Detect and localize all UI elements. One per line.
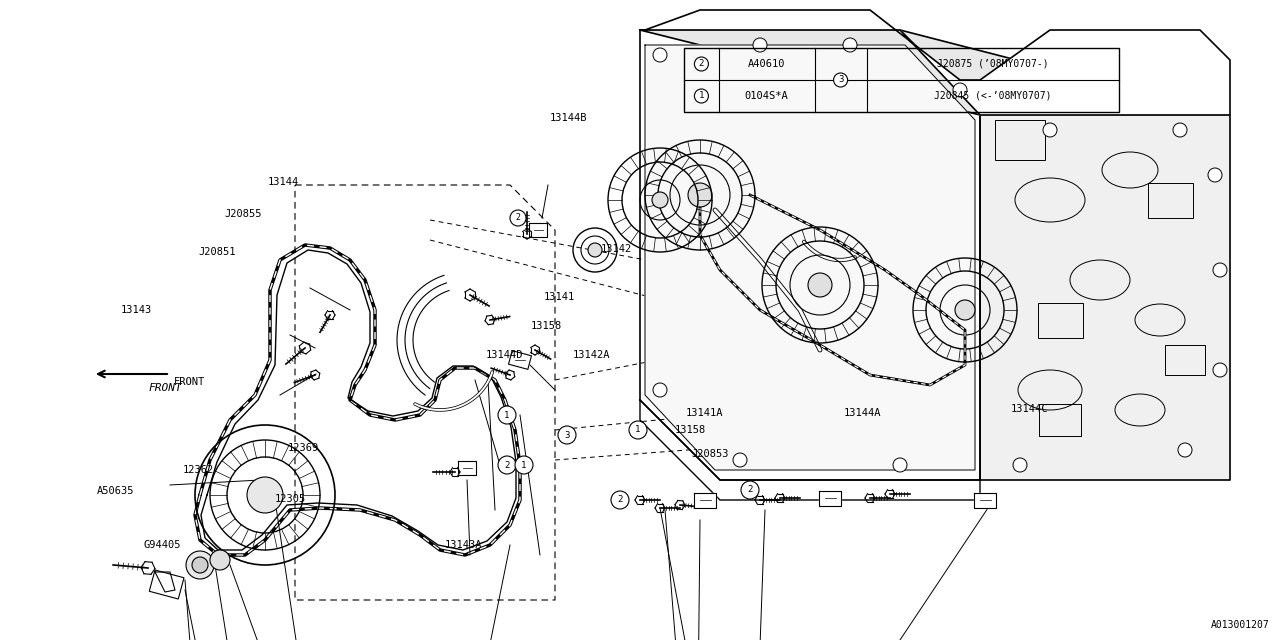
Circle shape — [1172, 123, 1187, 137]
Polygon shape — [645, 10, 1230, 115]
Circle shape — [192, 557, 207, 573]
Circle shape — [733, 453, 748, 467]
Text: J20851: J20851 — [198, 247, 236, 257]
Text: 13144A: 13144A — [844, 408, 882, 418]
Circle shape — [844, 38, 858, 52]
Circle shape — [955, 300, 975, 320]
Text: 3: 3 — [564, 431, 570, 440]
Circle shape — [186, 551, 214, 579]
Text: J20845 (<-’08MY0707): J20845 (<-’08MY0707) — [934, 91, 1052, 101]
Circle shape — [753, 38, 767, 52]
Circle shape — [558, 426, 576, 444]
Text: 1: 1 — [699, 92, 704, 100]
Circle shape — [741, 481, 759, 499]
Text: 2: 2 — [748, 486, 753, 495]
Circle shape — [689, 183, 712, 207]
Text: 13158: 13158 — [531, 321, 562, 331]
Text: 13142A: 13142A — [573, 350, 611, 360]
Circle shape — [652, 192, 668, 208]
Text: 13144C: 13144C — [1011, 404, 1048, 414]
Text: J20855: J20855 — [224, 209, 261, 219]
Circle shape — [653, 48, 667, 62]
Text: A40610: A40610 — [748, 59, 786, 69]
Bar — [684, 48, 1119, 112]
Circle shape — [653, 383, 667, 397]
Polygon shape — [640, 30, 1230, 115]
Circle shape — [628, 421, 646, 439]
Text: 2: 2 — [699, 60, 704, 68]
Text: 13144B: 13144B — [550, 113, 588, 123]
Polygon shape — [508, 351, 531, 369]
Bar — [1039, 404, 1082, 436]
Circle shape — [611, 491, 628, 509]
Polygon shape — [458, 461, 476, 475]
Polygon shape — [819, 490, 841, 506]
Text: J20875 (’08MY0707-): J20875 (’08MY0707-) — [937, 59, 1048, 69]
Text: 2: 2 — [617, 495, 622, 504]
Text: 2: 2 — [516, 214, 521, 223]
Bar — [1147, 182, 1193, 218]
Circle shape — [893, 458, 908, 472]
Circle shape — [694, 57, 708, 71]
Circle shape — [498, 406, 516, 424]
Bar — [995, 120, 1044, 160]
Circle shape — [833, 73, 847, 87]
Circle shape — [1208, 168, 1222, 182]
Circle shape — [498, 456, 516, 474]
Text: 13141: 13141 — [544, 292, 575, 302]
Text: FRONT: FRONT — [174, 377, 205, 387]
Polygon shape — [640, 30, 980, 480]
Circle shape — [1178, 443, 1192, 457]
Text: 13143: 13143 — [122, 305, 152, 315]
Polygon shape — [974, 493, 996, 508]
Text: 12362: 12362 — [183, 465, 214, 475]
Circle shape — [1213, 263, 1228, 277]
Text: 1: 1 — [504, 410, 509, 419]
Text: 2: 2 — [504, 461, 509, 470]
Text: FRONT: FRONT — [148, 383, 182, 393]
Circle shape — [1012, 458, 1027, 472]
Text: 12305: 12305 — [275, 494, 306, 504]
Text: 13144: 13144 — [268, 177, 300, 187]
Polygon shape — [640, 400, 980, 500]
Text: 12369: 12369 — [288, 443, 319, 453]
Text: 13142: 13142 — [602, 244, 632, 254]
Text: 1: 1 — [635, 426, 641, 435]
Circle shape — [588, 243, 602, 257]
Text: J20853: J20853 — [691, 449, 728, 459]
Bar — [1165, 345, 1204, 375]
Text: 1: 1 — [521, 461, 526, 470]
Circle shape — [509, 210, 526, 226]
Text: 13141A: 13141A — [686, 408, 723, 418]
Circle shape — [1213, 363, 1228, 377]
Circle shape — [515, 456, 532, 474]
Text: 13158: 13158 — [675, 425, 707, 435]
Circle shape — [954, 83, 966, 97]
Text: 13143A: 13143A — [445, 540, 483, 550]
Circle shape — [210, 550, 230, 570]
Text: A50635: A50635 — [97, 486, 134, 496]
Bar — [150, 570, 184, 599]
Polygon shape — [529, 223, 547, 237]
Polygon shape — [694, 493, 716, 508]
Text: 13144D: 13144D — [486, 350, 524, 360]
Polygon shape — [980, 110, 1230, 480]
Circle shape — [1043, 123, 1057, 137]
Text: G94405: G94405 — [143, 540, 182, 550]
Bar — [1038, 303, 1083, 337]
Polygon shape — [645, 45, 975, 470]
Circle shape — [694, 89, 708, 103]
Circle shape — [808, 273, 832, 297]
Circle shape — [247, 477, 283, 513]
Text: 0104S*A: 0104S*A — [745, 91, 788, 101]
Text: 3: 3 — [838, 76, 844, 84]
Text: A013001207: A013001207 — [1211, 620, 1270, 630]
